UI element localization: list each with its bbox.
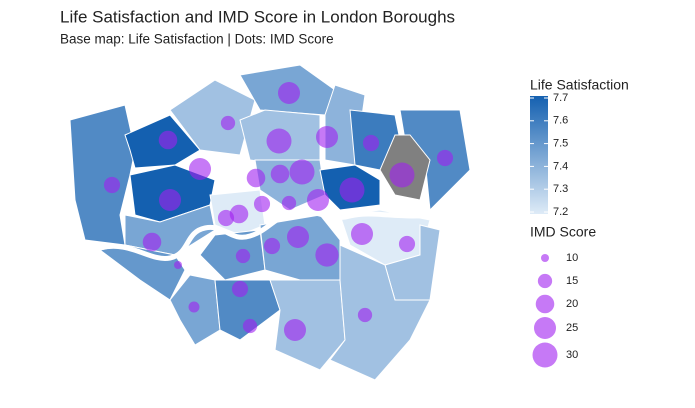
borough — [69, 104, 136, 246]
imd-dot — [266, 128, 292, 154]
imd-dot — [362, 134, 380, 152]
imd-dot — [188, 301, 200, 313]
borough — [214, 279, 281, 341]
colorbar-label: 7.4 — [553, 160, 568, 172]
imd-dot — [270, 164, 290, 184]
imd-dots — [103, 81, 454, 342]
size-legend-dot — [541, 254, 549, 262]
size-legend-dot — [533, 316, 557, 340]
size-legend-dot — [537, 273, 553, 289]
imd-dot — [283, 318, 307, 342]
size-legend-label: 10 — [566, 252, 578, 264]
imd-dot — [188, 157, 212, 181]
size-legend-label: 20 — [566, 298, 578, 310]
imd-dot — [253, 195, 271, 213]
size-legend-title: IMD Score — [530, 224, 596, 240]
size-legend-label: 25 — [566, 322, 578, 334]
size-legend-label: 15 — [566, 275, 578, 287]
colorbar-label: 7.2 — [553, 206, 568, 218]
imd-dot — [286, 225, 310, 249]
colorbar-label: 7.7 — [553, 92, 568, 104]
colorbar-label: 7.3 — [553, 183, 568, 195]
imd-dot — [103, 176, 121, 194]
size-legend-dot — [535, 294, 555, 314]
color-legend-title: Life Satisfaction — [530, 77, 629, 93]
imd-dot — [289, 159, 315, 185]
river-thames — [99, 209, 441, 261]
imd-dot — [389, 162, 415, 188]
imd-dot — [174, 261, 182, 269]
borough — [199, 229, 266, 281]
imd-dot — [231, 280, 249, 298]
imd-dot — [246, 168, 266, 188]
imd-dot — [229, 204, 249, 224]
chart-title: Life Satisfaction and IMD Score in Londo… — [60, 7, 455, 26]
imd-dot — [306, 188, 330, 212]
imd-dot — [242, 318, 258, 334]
colorbar-label: 7.5 — [553, 138, 568, 150]
size-legend-dot — [532, 342, 558, 368]
imd-dot — [398, 235, 416, 253]
imd-dot — [158, 130, 178, 150]
colorbar-label: 7.6 — [553, 115, 568, 127]
imd-dot — [158, 188, 182, 212]
imd-dot — [142, 232, 162, 252]
imd-dot — [350, 222, 374, 246]
borough — [329, 244, 431, 381]
colorbar — [530, 96, 548, 214]
imd-dot — [263, 237, 281, 255]
imd-dot — [315, 243, 339, 267]
imd-dot — [436, 149, 454, 167]
imd-dot — [315, 125, 339, 149]
imd-dot — [339, 177, 365, 203]
imd-dot — [281, 195, 297, 211]
imd-dot — [220, 115, 236, 131]
chart-subtitle: Base map: Life Satisfaction | Dots: IMD … — [60, 32, 334, 47]
imd-dot — [277, 81, 301, 105]
size-legend-label: 30 — [566, 349, 578, 361]
imd-dot — [357, 307, 373, 323]
imd-dot — [235, 248, 251, 264]
